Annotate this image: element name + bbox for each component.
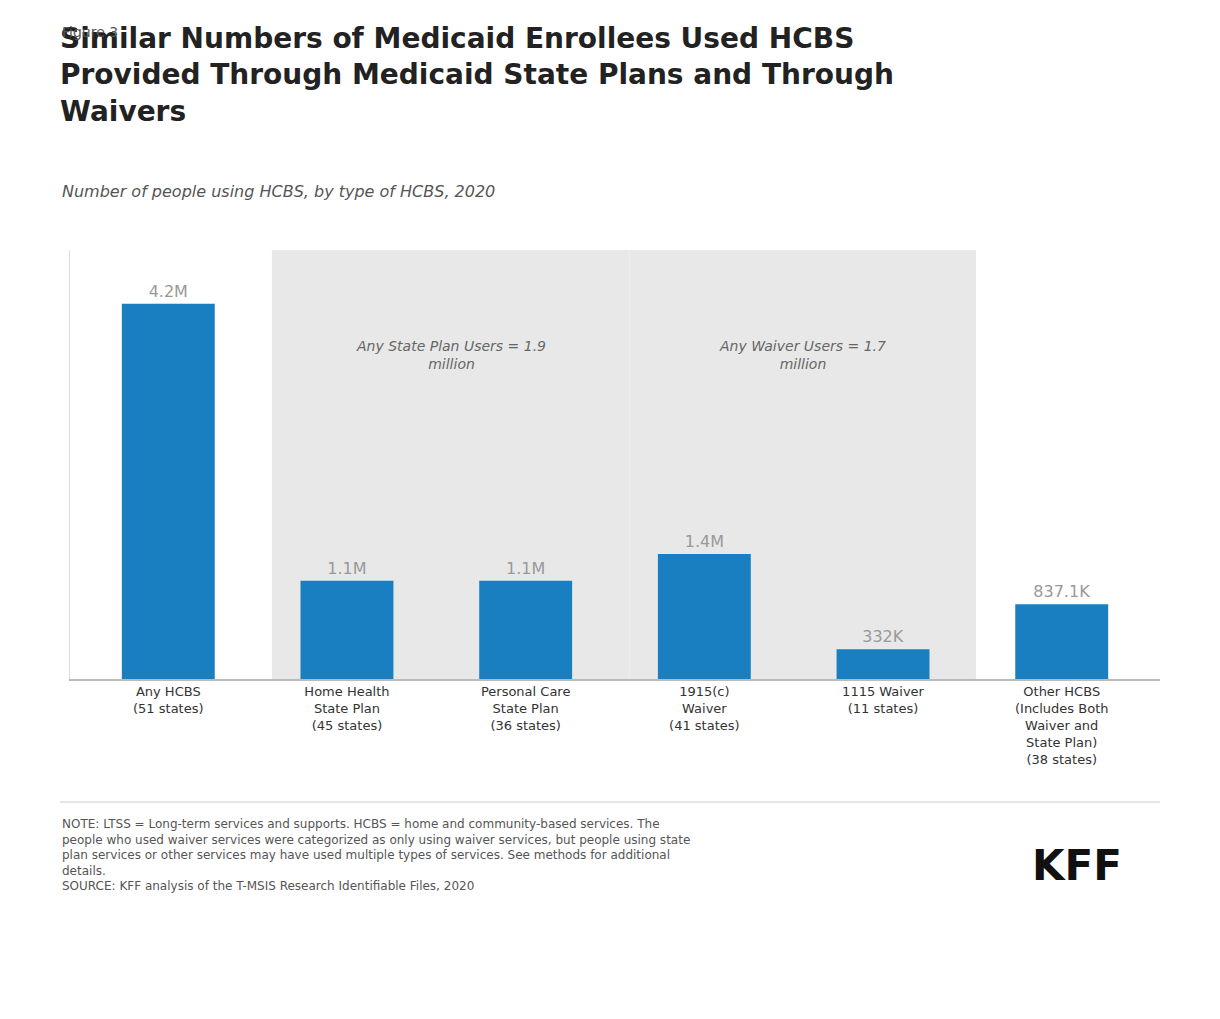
svg-text:Other HCBS(Includes BothWaiver: Other HCBS(Includes BothWaiver andState … <box>1015 684 1109 767</box>
svg-text:4.2M: 4.2M <box>149 282 188 301</box>
svg-text:KFF: KFF <box>1032 841 1122 890</box>
svg-text:837.1K: 837.1K <box>1033 582 1090 601</box>
svg-text:Number of people using HCBS, b: Number of people using HCBS, by type of … <box>62 182 495 201</box>
svg-text:1.1M: 1.1M <box>506 559 545 578</box>
svg-text:Personal CareState Plan(36 sta: Personal CareState Plan(36 states) <box>481 684 571 733</box>
svg-text:1.1M: 1.1M <box>327 559 366 578</box>
svg-text:1.4M: 1.4M <box>685 532 724 551</box>
svg-text:1915(c)Waiver(41 states): 1915(c)Waiver(41 states) <box>669 684 740 733</box>
svg-text:1115 Waiver(11 states): 1115 Waiver(11 states) <box>842 684 925 716</box>
svg-text:332K: 332K <box>862 627 904 646</box>
svg-text:Any State Plan Users = 1.9mill: Any State Plan Users = 1.9million <box>356 338 546 372</box>
svg-text:Any Waiver Users = 1.7million: Any Waiver Users = 1.7million <box>719 338 886 372</box>
svg-text:NOTE: LTSS = Long-term service: NOTE: LTSS = Long-term services and supp… <box>62 817 690 893</box>
svg-text:Home HealthState Plan(45 state: Home HealthState Plan(45 states) <box>304 684 389 733</box>
svg-text:Figure 3: Figure 3 <box>62 24 118 40</box>
svg-text:Similar Numbers of Medicaid En: Similar Numbers of Medicaid Enrollees Us… <box>60 22 894 128</box>
svg-text:Any HCBS(51 states): Any HCBS(51 states) <box>133 684 204 716</box>
